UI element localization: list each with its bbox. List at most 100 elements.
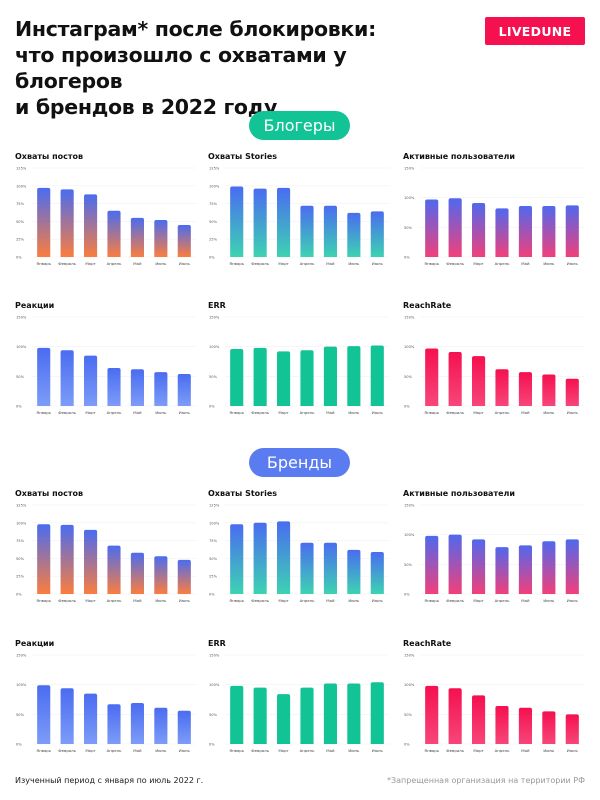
bar-Апрель [107,210,121,257]
y-tick-label: 100% [404,345,415,349]
bar-chart: 0% 50% 100% 150% Январь Февраль Март Апрель Май И… [404,654,584,753]
bar-Январь [230,186,244,257]
bar-Июль [177,559,191,594]
bar-Январь [230,685,244,744]
bar-Январь [425,535,439,594]
bar-Июль [370,551,384,594]
y-tick-label: 100% [209,345,220,349]
y-tick-label: 100% [209,184,220,188]
x-tick-label: Май [133,598,142,603]
y-tick-label: 150% [16,654,27,658]
chart-title: Реакции [15,301,55,310]
chart-panel: Охваты постов 0% 25% 50% 75% 100% 125% Январь Фе… [12,152,202,280]
chart-panel: Охваты постов 0% 25% 50% 75% 100% 125% Январь Фе… [12,489,202,617]
bar-Январь [37,685,51,744]
bar-Июнь [542,711,556,744]
x-tick-label: Май [521,261,530,266]
x-tick-label: Июль [567,748,579,753]
bar-Июль [370,682,384,744]
bar-Июль [565,714,579,744]
y-tick-label: 50% [16,375,25,379]
x-tick-label: Январь [424,748,439,753]
y-tick-label: 75% [209,539,218,543]
chart-panel: Активные пользователи 0% 50% 100% 150% Январь… [400,152,590,280]
bar-Февраль [448,534,462,594]
bar-Март [277,521,291,594]
y-tick-label: 50% [209,557,218,561]
bar-Апрель [300,542,314,594]
x-tick-label: Апрель [107,598,123,603]
bar-Май [518,545,532,594]
bar-Январь [425,685,439,744]
y-tick-label: 125% [16,167,27,171]
x-tick-label: Июнь [348,261,360,266]
x-tick-label: Январь [36,410,51,415]
x-tick-label: Май [133,410,142,415]
x-tick-label: Июнь [348,748,360,753]
y-tick-label: 50% [16,220,25,224]
x-tick-label: Январь [424,261,439,266]
y-tick-label: 0% [404,593,410,597]
bar-Май [323,683,337,744]
x-tick-label: Февраль [446,598,464,603]
y-tick-label: 0% [16,405,22,409]
x-tick-label: Апрель [107,410,123,415]
bar-Январь [37,187,51,257]
y-tick-label: 50% [209,375,218,379]
y-tick-label: 100% [209,683,220,687]
y-tick-label: 150% [209,316,220,320]
x-tick-label: Февраль [58,410,76,415]
x-tick-label: Июль [179,748,191,753]
y-tick-label: 125% [209,504,220,508]
y-tick-label: 75% [209,202,218,206]
chart-title: ERR [208,639,226,648]
bar-Март [84,194,98,257]
bar-Апрель [107,545,121,594]
x-tick-label: Апрель [300,261,316,266]
x-tick-label: Июнь [155,410,167,415]
x-tick-label: Март [278,261,289,266]
y-tick-label: 100% [404,683,415,687]
chart-title: Активные пользователи [403,152,515,161]
bar-Май [130,552,144,594]
bar-Март [84,355,98,406]
x-tick-label: Май [133,261,142,266]
bar-Февраль [448,198,462,257]
bar-Июнь [154,372,168,406]
chart-panel: Охваты Stories 0% 25% 50% 75% 100% 125% Январь Ф… [205,152,395,280]
chart-panel: ERR 0% 50% 100% 150% Январь Февраль Март Апрель М… [205,301,395,429]
x-tick-label: Февраль [251,748,269,753]
bar-Апрель [495,706,509,744]
x-tick-label: Апрель [495,598,511,603]
footer-note: *Запрещенная организация на территории Р… [387,776,585,785]
bar-Февраль [60,688,74,744]
section-pill-brands: Бренды [249,448,350,477]
x-tick-label: Июнь [155,261,167,266]
y-tick-label: 0% [209,743,215,747]
y-tick-label: 150% [404,316,415,320]
chart-title: Охваты постов [15,489,84,498]
bar-Март [277,351,291,406]
bar-Март [277,187,291,257]
x-tick-label: Июнь [155,598,167,603]
x-tick-label: Март [473,748,484,753]
y-tick-label: 50% [16,557,25,561]
footer-period: Изученный период с января по июль 2022 г… [15,776,204,785]
bar-Март [84,529,98,594]
bar-Январь [37,347,51,406]
bar-Июнь [347,549,361,594]
y-tick-label: 0% [404,405,410,409]
bar-Июнь [347,346,361,406]
bar-Февраль [448,688,462,744]
bar-Июнь [154,219,168,257]
x-tick-label: Январь [36,261,51,266]
chart-panel: Охваты Stories 0% 25% 50% 75% 100% 125% Январь Ф… [205,489,395,617]
x-tick-label: Апрель [495,261,511,266]
bar-Май [518,372,532,406]
x-tick-label: Май [326,748,335,753]
bar-chart: 0% 25% 50% 75% 100% 125% Январь Февраль Март Апре… [209,167,389,266]
y-tick-label: 75% [16,202,25,206]
x-tick-label: Январь [229,748,244,753]
section-pill-bloggers: Блогеры [249,111,350,140]
x-tick-label: Январь [424,410,439,415]
